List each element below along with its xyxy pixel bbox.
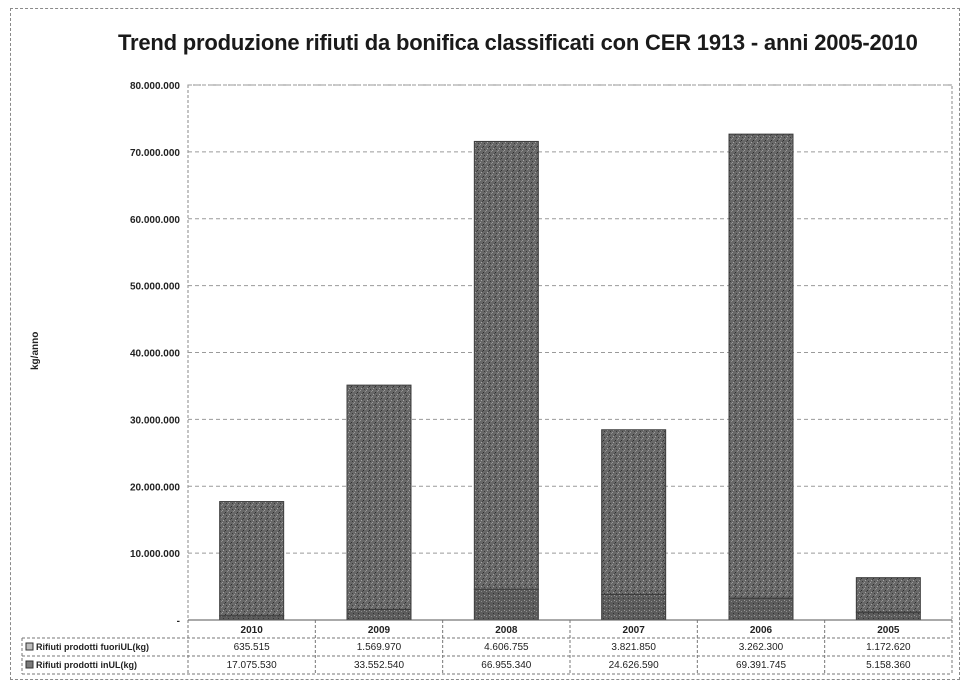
bar-2005-series-1 — [855, 611, 921, 621]
data-label: 66.955.340 — [481, 660, 531, 671]
gridlines — [187, 84, 953, 621]
bar-2006-series-2 — [728, 133, 794, 599]
x-category-label: 2006 — [750, 625, 773, 636]
y-tick-label: 20.000.000 — [130, 482, 180, 493]
data-label: 69.391.745 — [736, 660, 786, 671]
bar-2008-series-2 — [473, 140, 539, 590]
data-label: 1.172.620 — [866, 642, 911, 653]
y-tick-label: 80.000.000 — [130, 81, 180, 92]
legend-swatch — [25, 642, 34, 651]
data-label: 24.626.590 — [609, 660, 659, 671]
data-label: 1.569.970 — [357, 642, 402, 653]
data-label: 3.821.850 — [611, 642, 656, 653]
x-category-label: 2005 — [877, 625, 900, 636]
x-category-label: 2007 — [623, 625, 646, 636]
y-axis-ticks: - 10.000.000 20.000.000 30.000.000 40.000.00… — [130, 81, 180, 627]
x-category-label: 2008 — [495, 625, 518, 636]
y-tick-label: 40.000.000 — [130, 349, 180, 360]
y-tick-label: 70.000.000 — [130, 148, 180, 159]
data-label: 4.606.755 — [484, 642, 529, 653]
y-tick-label: 10.000.000 — [130, 549, 180, 560]
legend-entry: Rifiuti prodotti inUL(kg) — [36, 660, 137, 670]
bar-2010-series-2 — [219, 501, 285, 617]
bars — [219, 133, 921, 621]
y-tick-label: 60.000.000 — [130, 215, 180, 226]
legend-entry: Rifiuti prodotti fuoriUL(kg) — [36, 642, 149, 652]
legend-swatch — [25, 660, 34, 669]
y-tick-label: - — [177, 616, 180, 627]
data-label: 33.552.540 — [354, 660, 404, 671]
y-tick-label: 30.000.000 — [130, 415, 180, 426]
data-label: 17.075.530 — [227, 660, 277, 671]
bar-2007-series-2 — [601, 429, 667, 595]
chart-title: Trend produzione rifiuti da bonifica cla… — [118, 30, 918, 55]
bar-2008-series-1 — [473, 588, 539, 621]
bar-2010-series-1 — [219, 615, 285, 621]
bar-2009-series-2 — [346, 384, 412, 611]
chart-frame — [10, 8, 960, 680]
y-tick-label: 50.000.000 — [130, 282, 180, 293]
data-label: 635.515 — [234, 642, 271, 653]
x-category-label: 2010 — [241, 625, 264, 636]
bar-2005-series-2 — [855, 577, 921, 613]
data-table: 2010 2009 2008 2007 2006 2005 Rifiuti prodotti… — [21, 619, 953, 675]
bar-2007-series-1 — [601, 593, 667, 621]
data-label: 3.262.300 — [739, 642, 784, 653]
data-label: 5.158.360 — [866, 660, 911, 671]
bar-2006-series-1 — [728, 597, 794, 621]
x-category-label: 2009 — [368, 625, 391, 636]
bar-2009-series-1 — [346, 609, 412, 621]
